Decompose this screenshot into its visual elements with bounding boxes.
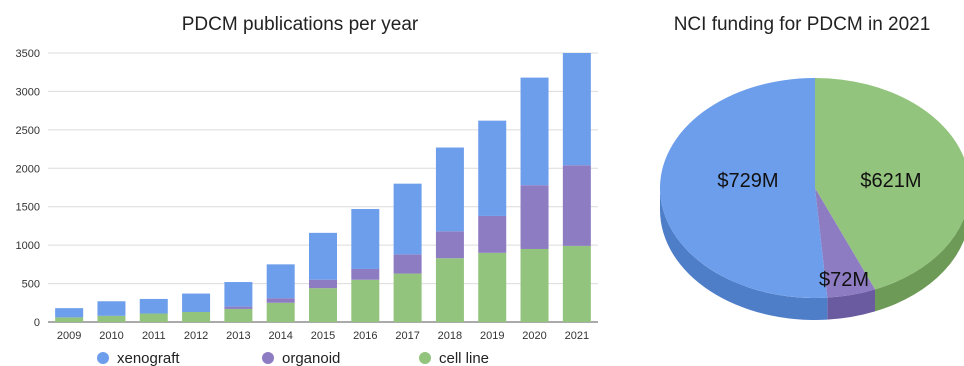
bar-xenograft-2014 (266, 264, 295, 299)
x-tick-label: 2016 (353, 330, 377, 342)
bar-cell-line-2011 (139, 313, 168, 322)
y-tick-label: 2500 (16, 125, 40, 137)
bar-organoid-2018 (435, 231, 464, 259)
y-tick-label: 3000 (16, 86, 40, 98)
x-tick-label: 2013 (226, 330, 250, 342)
x-tick-label: 2018 (438, 330, 462, 342)
bar-chart: 0 500 1000 1500 2000 2500 3000 3500 2009 2010 2011… (16, 48, 598, 342)
x-tick-label: 2011 (142, 330, 166, 342)
bar-organoid-2016 (351, 268, 380, 280)
y-tick-label: 0 (34, 317, 40, 329)
legend-swatch-cell-line (419, 352, 431, 364)
bar-cell-line-2016 (351, 279, 380, 322)
x-tick-label: 2009 (57, 330, 81, 342)
bar-cell-line-2015 (309, 288, 337, 322)
legend-label-xenograft: xenograft (117, 350, 180, 366)
bar-organoid-2019 (478, 215, 507, 253)
bar-xenograft-2021 (562, 53, 591, 166)
bar-cell-line-2017 (393, 273, 422, 322)
bar-cell-line-2018 (435, 258, 464, 322)
bar-xenograft-2012 (182, 293, 211, 313)
pie-slice-label: $621M (860, 170, 921, 192)
x-tick-label: 2010 (99, 330, 123, 342)
y-tick-label: 1000 (16, 240, 40, 252)
pie-chart: $621M $72M $729M (659, 78, 964, 320)
bar-cell-line-2009 (55, 317, 84, 322)
bar-xenograft-2017 (393, 183, 422, 255)
bar-cell-line-2020 (520, 248, 549, 322)
bar-organoid-2020 (520, 185, 549, 249)
x-tick-label: 2020 (522, 330, 546, 342)
bar-cell-line-2019 (478, 252, 507, 322)
legend-swatch-xenograft (97, 352, 109, 364)
bar-chart-legend: xenograft organoid cell line (97, 350, 489, 366)
pie-slice-label: $72M (819, 269, 869, 291)
pie-slice-1 (815, 188, 876, 298)
bar-xenograft-2015 (309, 232, 337, 280)
bar-xenograft-2018 (435, 147, 464, 232)
y-tick-label: 2000 (16, 163, 40, 175)
x-tick-label: 2021 (565, 330, 589, 342)
legend-label-organoid: organoid (282, 350, 340, 366)
bar-xenograft-2019 (478, 120, 507, 216)
bar-cell-line-2013 (224, 308, 253, 322)
bar-cell-line-2021 (562, 245, 591, 322)
pie-side-2 (660, 188, 828, 320)
bar-xenograft-2013 (224, 282, 253, 307)
bar-cell-line-2014 (266, 302, 295, 322)
x-tick-label: 2015 (311, 330, 335, 342)
pie-side-1 (827, 289, 876, 320)
bar-xenograft-2011 (139, 298, 168, 314)
y-tick-label: 500 (22, 279, 40, 291)
x-tick-label: 2017 (395, 330, 419, 342)
y-tick-label: 3500 (16, 48, 40, 60)
bar-chart-title: PDCM publications per year (182, 14, 419, 35)
bar-organoid-2013 (224, 306, 253, 309)
bar-cell-line-2012 (182, 312, 211, 322)
y-tick-label: 1500 (16, 202, 40, 214)
bar-organoid-2021 (562, 165, 591, 246)
x-tick-label: 2012 (184, 330, 208, 342)
bar-organoid-2014 (266, 298, 295, 303)
legend-label-cell-line: cell line (439, 350, 489, 366)
bar-cell-line-2010 (97, 315, 126, 322)
pie-slice-2 (659, 78, 828, 298)
bar-organoid-2017 (393, 254, 422, 274)
bar-xenograft-2020 (520, 77, 549, 186)
bar-xenograft-2010 (97, 301, 126, 316)
pie-chart-title: NCI funding for PDCM in 2021 (674, 14, 931, 35)
x-tick-label: 2014 (268, 330, 292, 342)
x-tick-label: 2019 (480, 330, 504, 342)
bar-organoid-2015 (309, 279, 337, 289)
bar-xenograft-2016 (351, 209, 380, 269)
legend-swatch-organoid (262, 352, 274, 364)
pie-slice-0 (815, 78, 964, 290)
pie-side-0 (875, 218, 964, 312)
pie-slice-label: $729M (717, 170, 778, 192)
bar-xenograft-2009 (55, 308, 84, 318)
